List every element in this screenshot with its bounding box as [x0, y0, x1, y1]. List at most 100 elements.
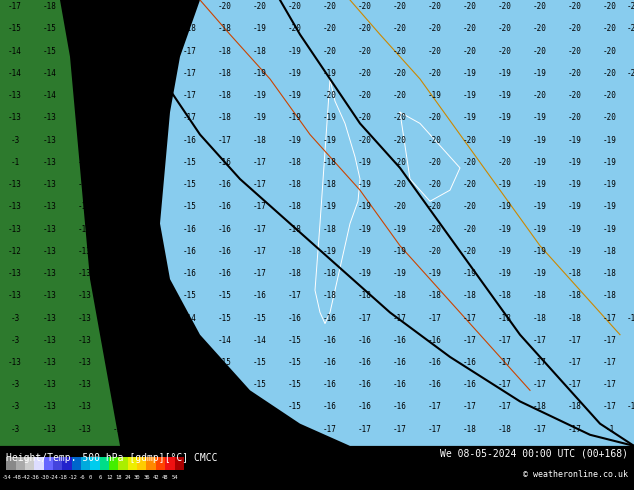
Text: -17: -17	[568, 336, 582, 345]
Text: -16: -16	[428, 358, 442, 367]
Text: -20: -20	[253, 2, 267, 11]
Text: -16: -16	[393, 380, 407, 389]
Text: -19: -19	[533, 69, 547, 78]
Text: -15: -15	[183, 180, 197, 189]
Text: -17: -17	[463, 402, 477, 412]
Text: -14: -14	[183, 380, 197, 389]
Text: -17: -17	[428, 425, 442, 434]
Text: -20: -20	[603, 47, 617, 56]
Text: -13: -13	[43, 358, 57, 367]
Text: -18: -18	[498, 314, 512, 322]
Text: -17: -17	[183, 69, 197, 78]
Text: -13: -13	[113, 336, 127, 345]
Text: We 08-05-2024 00:00 UTC (00+168): We 08-05-2024 00:00 UTC (00+168)	[439, 448, 628, 458]
Text: -3: -3	[10, 402, 20, 412]
Text: -18: -18	[498, 425, 512, 434]
Text: -16: -16	[148, 47, 162, 56]
Text: -15: -15	[148, 202, 162, 211]
Text: -18: -18	[323, 291, 337, 300]
Text: -19: -19	[568, 180, 582, 189]
Text: -13: -13	[8, 291, 22, 300]
Text: -15: -15	[43, 24, 57, 33]
Text: -16: -16	[183, 269, 197, 278]
Text: Height/Temp. 500 hPa [gdmp][°C] CMCC: Height/Temp. 500 hPa [gdmp][°C] CMCC	[6, 453, 218, 463]
Text: -17: -17	[323, 425, 337, 434]
Text: -14: -14	[113, 425, 127, 434]
Text: -17: -17	[393, 314, 407, 322]
Text: -13: -13	[78, 380, 92, 389]
Text: -15: -15	[288, 380, 302, 389]
Text: -19: -19	[288, 113, 302, 122]
Text: -13: -13	[8, 358, 22, 367]
Text: -13: -13	[78, 425, 92, 434]
Text: 0: 0	[89, 474, 92, 480]
Text: -19: -19	[358, 180, 372, 189]
Text: -18: -18	[568, 314, 582, 322]
Text: -19: -19	[393, 247, 407, 256]
Text: -20: -20	[323, 2, 337, 11]
Text: -20: -20	[428, 136, 442, 145]
Text: -18: -18	[218, 69, 232, 78]
Text: -13: -13	[8, 224, 22, 234]
Text: -13: -13	[43, 336, 57, 345]
Text: -19: -19	[463, 91, 477, 100]
Text: -20: -20	[533, 47, 547, 56]
Text: -17: -17	[627, 402, 634, 412]
Text: -17: -17	[253, 247, 267, 256]
Text: -18: -18	[603, 247, 617, 256]
Bar	[100, 457, 109, 470]
Text: -17: -17	[498, 402, 512, 412]
Text: -20: -20	[323, 91, 337, 100]
Text: -20: -20	[393, 180, 407, 189]
Text: -14: -14	[218, 336, 232, 345]
Text: -16: -16	[323, 336, 337, 345]
Text: -16: -16	[183, 224, 197, 234]
Text: -13: -13	[43, 158, 57, 167]
Text: -18: -18	[218, 24, 232, 33]
Text: -17: -17	[533, 358, 547, 367]
Text: -20: -20	[463, 180, 477, 189]
Text: -17: -17	[463, 314, 477, 322]
Text: -20: -20	[627, 24, 634, 33]
Bar	[156, 457, 165, 470]
Text: -14: -14	[253, 336, 267, 345]
Text: -16: -16	[393, 336, 407, 345]
Text: -20: -20	[463, 136, 477, 145]
Text: -14: -14	[218, 402, 232, 412]
Text: -14: -14	[183, 314, 197, 322]
Text: -16: -16	[323, 380, 337, 389]
Text: -3: -3	[10, 336, 20, 345]
Text: -20: -20	[393, 113, 407, 122]
Text: -19: -19	[568, 136, 582, 145]
Text: -16: -16	[218, 180, 232, 189]
Text: -13: -13	[78, 358, 92, 367]
Text: -14: -14	[183, 358, 197, 367]
Text: © weatheronline.co.uk: © weatheronline.co.uk	[522, 470, 628, 479]
Bar	[72, 457, 81, 470]
Text: -18: -18	[218, 47, 232, 56]
Text: -20: -20	[428, 24, 442, 33]
Text: -16: -16	[358, 402, 372, 412]
Text: -19: -19	[358, 224, 372, 234]
Text: -24: -24	[48, 474, 58, 480]
Text: -16: -16	[323, 402, 337, 412]
Text: -6: -6	[78, 474, 84, 480]
Text: -18: -18	[288, 202, 302, 211]
Text: -14: -14	[148, 291, 162, 300]
Text: -20: -20	[627, 69, 634, 78]
Text: -16: -16	[463, 358, 477, 367]
Text: -54: -54	[1, 474, 11, 480]
Polygon shape	[160, 0, 634, 446]
Text: -20: -20	[358, 113, 372, 122]
Text: -16: -16	[148, 69, 162, 78]
Text: -17: -17	[148, 91, 162, 100]
Text: -17: -17	[498, 380, 512, 389]
Text: -13: -13	[43, 380, 57, 389]
Text: -16: -16	[183, 247, 197, 256]
Text: 54: 54	[171, 474, 178, 480]
Polygon shape	[0, 0, 120, 446]
Text: -17: -17	[498, 358, 512, 367]
Text: -20: -20	[358, 91, 372, 100]
Text: -19: -19	[498, 136, 512, 145]
Text: -20: -20	[288, 2, 302, 11]
